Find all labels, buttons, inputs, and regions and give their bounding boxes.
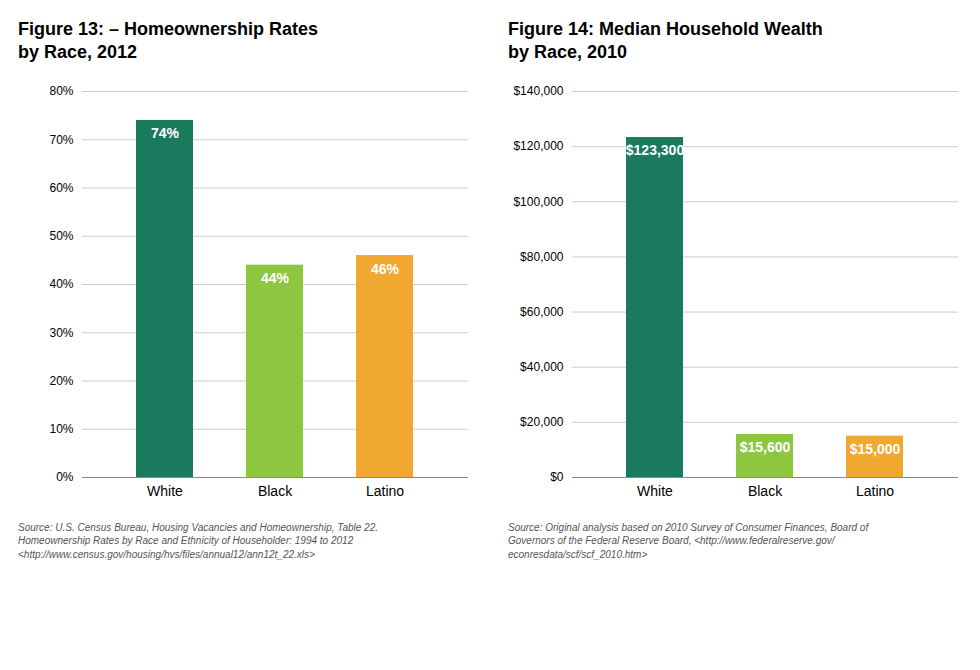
svg-text:$60,000: $60,000 <box>520 305 564 319</box>
svg-text:$120,000: $120,000 <box>513 139 563 153</box>
html-text:Source: U.S. Census Bureau, Ho: Source: U.S. Census Bureau, Housing Vaca… <box>18 521 378 560</box>
svg-text:$140,000: $140,000 <box>513 84 563 98</box>
svg-text:$40,000: $40,000 <box>520 360 564 374</box>
svg-text:Latino: Latino <box>366 483 404 499</box>
svg-text:White: White <box>147 483 183 499</box>
svg-text:$15,600: $15,600 <box>740 439 791 455</box>
svg-text:Black: Black <box>258 483 293 499</box>
svg-text:$0: $0 <box>550 470 564 484</box>
svg-text:$20,000: $20,000 <box>520 415 564 429</box>
html-text:Source: Original analysis base: Source: Original analysis based on 2010 … <box>508 521 869 560</box>
svg-text:60%: 60% <box>49 181 73 195</box>
svg-text:10%: 10% <box>49 422 73 436</box>
svg-text:Latino: Latino <box>856 483 894 499</box>
svg-text:Black: Black <box>748 483 783 499</box>
svg-text:70%: 70% <box>49 132 73 146</box>
svg-text:0%: 0% <box>56 470 74 484</box>
svg-text:$123,300: $123,300 <box>626 142 685 158</box>
svg-text:46%: 46% <box>371 260 400 276</box>
svg-text:$15,000: $15,000 <box>850 441 901 457</box>
svg-text:$80,000: $80,000 <box>520 250 564 264</box>
svg-text:White: White <box>637 483 673 499</box>
html-text:Figure 13: – Homeownership Rat: Figure 13: – Homeownership Rates by Race… <box>18 19 319 63</box>
svg-text:50%: 50% <box>49 229 73 243</box>
svg-text:30%: 30% <box>49 325 73 339</box>
svg-text:80%: 80% <box>49 84 73 98</box>
svg-text:20%: 20% <box>49 374 73 388</box>
svg-text:40%: 40% <box>49 277 73 291</box>
svg-text:44%: 44% <box>261 270 290 286</box>
html-text:Figure 14: Median Household We: Figure 14: Median Household Wealth by Ra… <box>508 19 823 63</box>
svg-text:74%: 74% <box>151 125 180 141</box>
svg-text:$100,000: $100,000 <box>513 194 563 208</box>
